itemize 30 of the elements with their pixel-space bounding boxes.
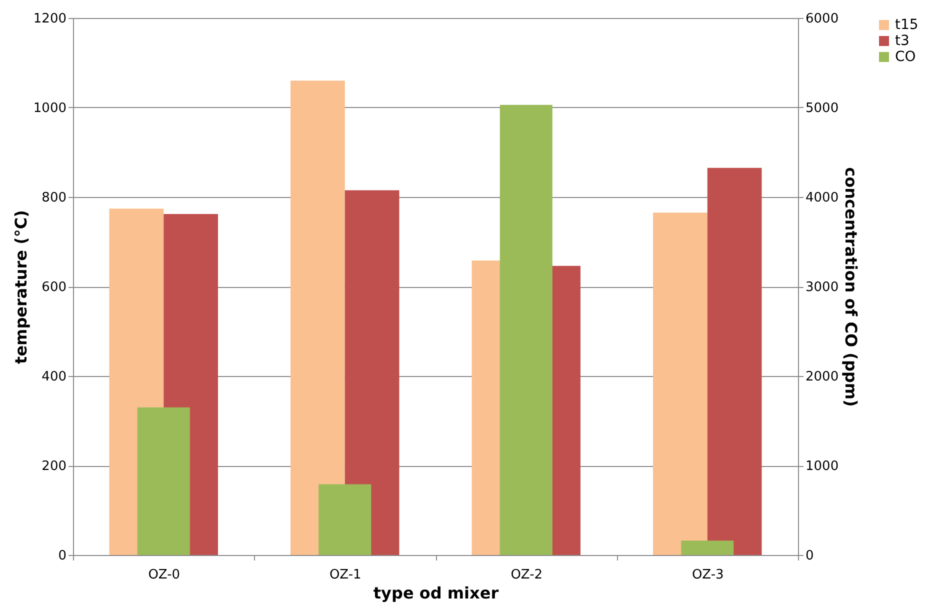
y2-tick-label: 6000 [806,12,839,26]
x-tick-label: OZ-3 [692,568,724,582]
y2-tick-label: 2000 [806,370,839,384]
y2-tick-label: 5000 [806,101,839,116]
y2-tick-label: 4000 [806,190,839,206]
x-axis-title: type od mixer [373,584,499,602]
y-tick-label: 1200 [33,12,66,26]
y-tick-label: 0 [58,548,66,564]
y2-tick-label: 3000 [806,280,839,295]
x-tick-label: OZ-0 [148,568,180,582]
bar [290,80,345,555]
x-tick-label: OZ-1 [329,568,362,582]
x-tick-label: OZ-2 [510,568,543,582]
y2-axis-title: concentration of CO (ppm) [842,167,861,407]
y2-tick-label: 0 [806,548,814,564]
bar [653,212,708,555]
bar [318,484,372,555]
y-tick-label: 400 [42,370,66,384]
bar [681,540,734,555]
y-tick-label: 800 [42,190,66,206]
y-tick-label: 600 [42,280,66,295]
legend-label: t15 [895,17,918,33]
y-tick-label: 200 [42,459,66,474]
y2-tick-label: 1000 [806,459,839,474]
legend-label: t3 [895,33,910,49]
bar [707,168,762,555]
y-axis-title: temperature (°C) [11,210,30,364]
bar [344,190,400,555]
legend-label: CO [895,49,916,65]
y-tick-label: 1000 [33,101,66,116]
